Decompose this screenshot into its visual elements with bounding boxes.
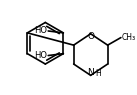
Text: HO: HO [34,51,47,60]
Text: O: O [87,32,94,41]
Text: CH₃: CH₃ [122,33,136,42]
Text: H: H [95,69,101,78]
Text: HO: HO [34,27,47,35]
Text: N: N [87,68,94,77]
